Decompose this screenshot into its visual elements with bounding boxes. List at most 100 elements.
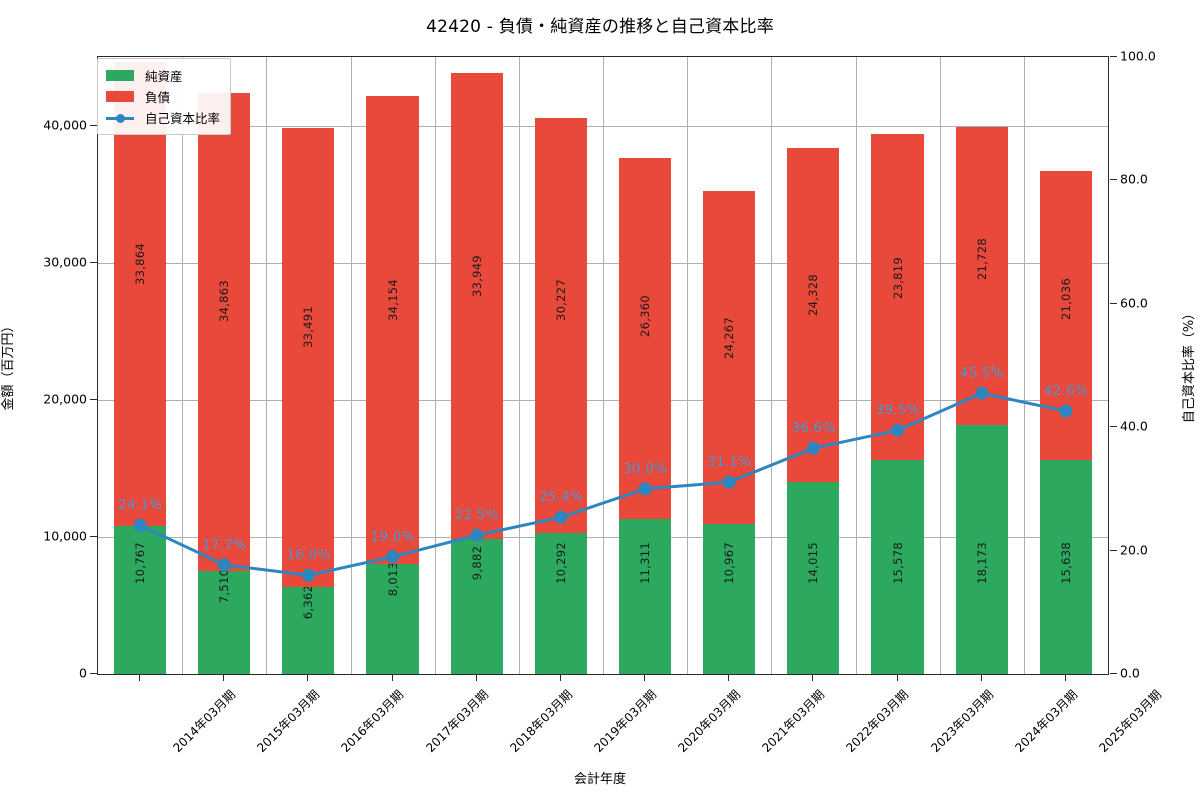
- y-axis-tick-label-right: 0.0: [1120, 665, 1140, 681]
- bar-segment-equity[interactable]: 14,015: [787, 481, 840, 674]
- bar-value-label-liability: 34,154: [385, 278, 400, 321]
- bar-value-label-equity: 10,767: [133, 541, 148, 585]
- x-axis-tick-mark: [728, 675, 730, 681]
- legend-item[interactable]: 純資産: [106, 65, 220, 86]
- bar-segment-equity[interactable]: 10,292: [534, 532, 587, 674]
- legend-item-label: 純資産: [145, 69, 183, 84]
- y-axis-tick-label-right: 20.0: [1120, 542, 1148, 558]
- x-axis-tick-mark: [139, 675, 141, 681]
- bar-segment-liability[interactable]: 24,267: [703, 190, 756, 524]
- legend-item-label: 負債: [145, 90, 171, 105]
- gridline-vertical: [687, 57, 689, 674]
- ratio-value-label: 25.4%: [538, 489, 583, 506]
- y-axis-tick-label-right: 40.0: [1120, 418, 1148, 434]
- y-axis-tick-mark-left: [90, 673, 97, 674]
- ratio-value-label: 22.5%: [454, 507, 499, 524]
- legend-swatch-icon: [106, 70, 134, 81]
- bar-group[interactable]: 11,311 26,360: [618, 57, 672, 674]
- ratio-value-label: 36.6%: [791, 420, 836, 437]
- bar-segment-equity[interactable]: 6,362: [282, 585, 335, 674]
- bar-group[interactable]: 8,013 34,154: [366, 57, 419, 674]
- y-axis-tick-mark-right: [1110, 179, 1117, 181]
- x-axis-tick-label: 2018年03月期: [507, 687, 575, 756]
- x-axis-tick-mark: [980, 675, 982, 681]
- x-axis-tick-label: 2025年03月期: [1096, 687, 1165, 756]
- bar-value-label-liability: 34,863: [217, 279, 232, 322]
- ratio-value-label: 31.1%: [707, 454, 752, 471]
- x-axis-tick-mark: [644, 675, 646, 681]
- x-axis-tick-mark: [559, 675, 561, 681]
- x-axis-tick-label: 2022年03月期: [843, 687, 912, 756]
- bar-value-label-equity: 7,510: [217, 568, 232, 604]
- bar-group[interactable]: 6,362 33,491: [282, 57, 335, 674]
- y-axis-tick-label-right: 60.0: [1120, 295, 1148, 311]
- bar-value-label-equity: 8,013: [385, 561, 400, 597]
- bar-segment-liability[interactable]: 33,491: [282, 127, 335, 587]
- x-axis-tick-label: 2019年03月期: [591, 687, 660, 756]
- ratio-value-label: 19.0%: [370, 528, 415, 545]
- bar-segment-equity[interactable]: 18,173: [955, 424, 1008, 674]
- bar-segment-equity[interactable]: 7,510: [198, 568, 251, 674]
- ratio-value-label: 39.5%: [875, 402, 920, 419]
- x-axis-label: 会計年度: [573, 772, 626, 787]
- bar-value-label-equity: 11,311: [638, 541, 653, 585]
- bar-segment-equity[interactable]: 10,967: [703, 523, 756, 674]
- bar-group[interactable]: 9,882 33,949: [450, 57, 503, 674]
- bar-segment-equity[interactable]: 15,578: [871, 460, 924, 674]
- bar-segment-equity[interactable]: 8,013: [366, 561, 419, 674]
- bar-segment-liability[interactable]: 30,227: [534, 118, 587, 533]
- bar-value-label-liability: 30,227: [553, 278, 568, 321]
- legend-line-marker-icon: [106, 112, 134, 123]
- gridline-vertical: [1023, 57, 1025, 674]
- bar-segment-liability[interactable]: 21,728: [955, 126, 1008, 425]
- y-axis-tick-label-left: 30,000: [43, 254, 87, 270]
- y-axis-tick-label-left: 10,000: [43, 528, 87, 544]
- legend-item[interactable]: 自己資本比率: [106, 107, 220, 128]
- x-axis-tick-mark: [812, 675, 814, 681]
- legend-item[interactable]: 負債: [106, 86, 220, 107]
- gridline-vertical: [603, 57, 604, 674]
- y-axis-tick-label-right: 80.0: [1120, 171, 1148, 187]
- x-axis-tick-label: 2021年03月期: [759, 687, 828, 756]
- bar-segment-liability[interactable]: 21,036: [1039, 171, 1092, 460]
- bar-segment-liability[interactable]: 34,154: [366, 95, 419, 565]
- y-axis-tick-mark-left: [90, 398, 97, 400]
- bar-value-label-liability: 24,267: [722, 316, 737, 359]
- bar-segment-equity[interactable]: 10,767: [113, 526, 167, 674]
- x-axis-tick-mark: [896, 675, 898, 681]
- gridline-vertical: [434, 57, 436, 674]
- bar-segment-equity[interactable]: 9,882: [450, 538, 503, 674]
- bar-value-label-liability: 21,728: [974, 238, 989, 281]
- x-axis-tick-mark: [475, 675, 477, 681]
- ratio-value-label: 17.7%: [202, 536, 247, 553]
- y-axis-tick-label-left: 0: [79, 665, 87, 681]
- gridline-vertical: [855, 57, 857, 674]
- y-axis-tick-mark-left: [90, 124, 97, 126]
- x-axis-tick-mark: [1064, 675, 1066, 681]
- bar-value-label-liability: 24,328: [806, 274, 821, 317]
- legend-swatch-icon: [106, 91, 134, 102]
- bar-segment-equity[interactable]: 15,638: [1039, 459, 1092, 674]
- bar-group[interactable]: 15,638 21,036: [1039, 57, 1092, 674]
- bar-group[interactable]: 10,292 30,227: [534, 57, 587, 674]
- y-axis-tick-mark-left: [90, 535, 97, 537]
- bar-segment-liability[interactable]: 34,863: [198, 93, 251, 572]
- x-axis-tick-label: 2017年03月期: [422, 687, 491, 756]
- y-axis-tick-label-left: 20,000: [43, 391, 87, 407]
- bar-value-label-equity: 18,173: [974, 541, 989, 585]
- bar-group[interactable]: 10,967 24,267: [703, 57, 756, 674]
- bar-value-label-equity: 10,967: [722, 541, 737, 585]
- y-axis-tick-mark-right: [1110, 302, 1117, 304]
- bar-group[interactable]: 15,578 23,819: [871, 57, 924, 674]
- bar-group[interactable]: 14,015 24,328: [787, 57, 840, 674]
- legend: 純資産負債自己資本比率: [97, 58, 232, 135]
- bar-group[interactable]: 10,767 33,864: [113, 57, 167, 674]
- x-axis-tick-label: 2015年03月期: [254, 687, 323, 756]
- bar-value-label-liability: 23,819: [890, 256, 905, 300]
- bar-segment-equity[interactable]: 11,311: [618, 518, 672, 674]
- bar-group[interactable]: 7,510 34,863: [198, 57, 251, 674]
- bar-segment-liability[interactable]: 33,949: [450, 73, 503, 539]
- y-axis-label-left: 金額（百万円）: [1, 319, 16, 411]
- x-axis-tick-label: 2024年03月期: [1012, 687, 1080, 756]
